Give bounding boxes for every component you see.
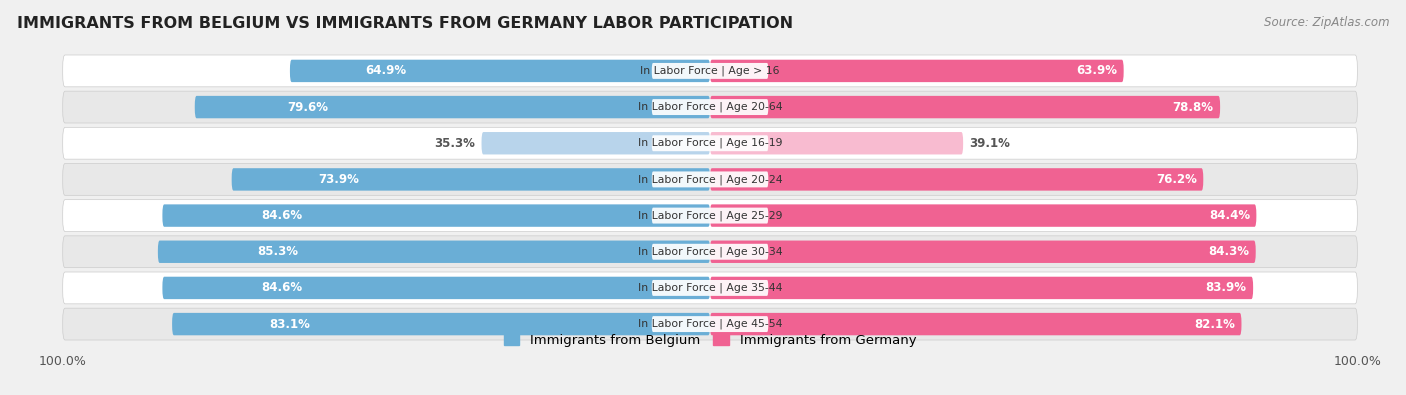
FancyBboxPatch shape xyxy=(652,244,768,260)
Text: In Labor Force | Age 20-24: In Labor Force | Age 20-24 xyxy=(638,174,782,185)
FancyBboxPatch shape xyxy=(63,164,1357,196)
Text: 64.9%: 64.9% xyxy=(366,64,406,77)
FancyBboxPatch shape xyxy=(63,55,1357,87)
FancyBboxPatch shape xyxy=(172,313,710,335)
Text: 83.1%: 83.1% xyxy=(269,318,309,331)
FancyBboxPatch shape xyxy=(710,96,1220,118)
FancyBboxPatch shape xyxy=(710,168,1204,191)
Text: IMMIGRANTS FROM BELGIUM VS IMMIGRANTS FROM GERMANY LABOR PARTICIPATION: IMMIGRANTS FROM BELGIUM VS IMMIGRANTS FR… xyxy=(17,16,793,31)
FancyBboxPatch shape xyxy=(652,135,768,151)
FancyBboxPatch shape xyxy=(163,204,710,227)
Text: 84.3%: 84.3% xyxy=(1208,245,1250,258)
FancyBboxPatch shape xyxy=(710,204,1257,227)
Legend: Immigrants from Belgium, Immigrants from Germany: Immigrants from Belgium, Immigrants from… xyxy=(503,334,917,347)
FancyBboxPatch shape xyxy=(652,171,768,187)
FancyBboxPatch shape xyxy=(652,316,768,332)
Text: In Labor Force | Age 45-54: In Labor Force | Age 45-54 xyxy=(638,319,782,329)
Text: 73.9%: 73.9% xyxy=(318,173,359,186)
FancyBboxPatch shape xyxy=(652,63,768,79)
FancyBboxPatch shape xyxy=(63,127,1357,159)
Text: Source: ZipAtlas.com: Source: ZipAtlas.com xyxy=(1264,16,1389,29)
FancyBboxPatch shape xyxy=(710,313,1241,335)
Text: In Labor Force | Age 16-19: In Labor Force | Age 16-19 xyxy=(638,138,782,149)
Text: 63.9%: 63.9% xyxy=(1076,64,1118,77)
Text: 83.9%: 83.9% xyxy=(1206,281,1247,294)
Text: 78.8%: 78.8% xyxy=(1173,101,1213,114)
Text: 82.1%: 82.1% xyxy=(1194,318,1234,331)
Text: In Labor Force | Age 30-34: In Labor Force | Age 30-34 xyxy=(638,246,782,257)
FancyBboxPatch shape xyxy=(63,272,1357,304)
Text: 85.3%: 85.3% xyxy=(257,245,298,258)
FancyBboxPatch shape xyxy=(195,96,710,118)
Text: In Labor Force | Age 25-29: In Labor Force | Age 25-29 xyxy=(638,210,782,221)
FancyBboxPatch shape xyxy=(163,277,710,299)
FancyBboxPatch shape xyxy=(710,132,963,154)
Text: 35.3%: 35.3% xyxy=(434,137,475,150)
Text: 84.6%: 84.6% xyxy=(262,209,302,222)
Text: 39.1%: 39.1% xyxy=(970,137,1011,150)
Text: 76.2%: 76.2% xyxy=(1156,173,1197,186)
Text: 84.6%: 84.6% xyxy=(262,281,302,294)
FancyBboxPatch shape xyxy=(710,241,1256,263)
FancyBboxPatch shape xyxy=(63,236,1357,268)
FancyBboxPatch shape xyxy=(157,241,710,263)
FancyBboxPatch shape xyxy=(481,132,710,154)
Text: In Labor Force | Age 35-44: In Labor Force | Age 35-44 xyxy=(638,283,782,293)
FancyBboxPatch shape xyxy=(232,168,710,191)
Text: In Labor Force | Age > 16: In Labor Force | Age > 16 xyxy=(640,66,780,76)
FancyBboxPatch shape xyxy=(652,280,768,296)
FancyBboxPatch shape xyxy=(63,199,1357,231)
FancyBboxPatch shape xyxy=(290,60,710,82)
Text: 84.4%: 84.4% xyxy=(1209,209,1250,222)
FancyBboxPatch shape xyxy=(652,99,768,115)
FancyBboxPatch shape xyxy=(710,277,1253,299)
FancyBboxPatch shape xyxy=(710,60,1123,82)
Text: In Labor Force | Age 20-64: In Labor Force | Age 20-64 xyxy=(638,102,782,112)
Text: 79.6%: 79.6% xyxy=(287,101,329,114)
FancyBboxPatch shape xyxy=(63,308,1357,340)
FancyBboxPatch shape xyxy=(652,208,768,224)
FancyBboxPatch shape xyxy=(63,91,1357,123)
